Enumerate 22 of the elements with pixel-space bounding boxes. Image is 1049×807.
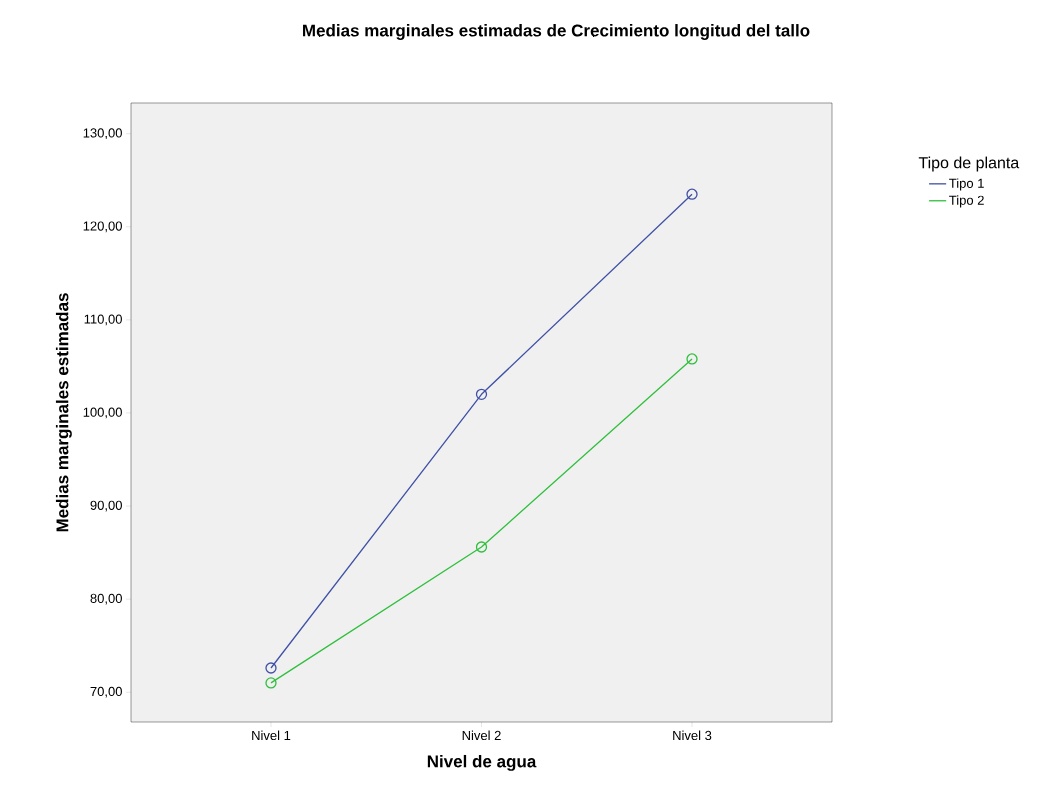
x-tick-label: Nivel 2 — [462, 730, 501, 741]
y-tick-label: 100,00 — [83, 407, 122, 419]
legend-label: Tipo 2 — [949, 195, 984, 208]
y-axis-title: Medias marginales estimadas — [55, 293, 72, 532]
legend-label: Tipo 1 — [949, 178, 984, 191]
x-tick-label: Nivel 1 — [252, 730, 291, 741]
point — [475, 541, 488, 553]
legend-title: Tipo de planta — [918, 156, 1020, 172]
x-tick-label: Nivel 3 — [673, 730, 712, 741]
y-tick-label: 110,00 — [84, 314, 122, 326]
point — [686, 188, 698, 200]
y-tick-label: 90,00 — [90, 500, 122, 512]
point — [475, 388, 488, 400]
y-tick-label: 70,00 — [90, 686, 122, 698]
point — [686, 353, 698, 365]
x-axis-title: Nivel de agua — [427, 754, 537, 771]
y-tick-label: 80,00 — [90, 593, 122, 605]
point — [265, 677, 277, 689]
y-tick-label: 130,00 — [83, 128, 122, 140]
y-tick-label: 120,00 — [83, 221, 122, 233]
chart-title: Medias marginales estimadas de Crecimiento longitud del tallo — [303, 24, 810, 40]
point — [265, 662, 277, 674]
